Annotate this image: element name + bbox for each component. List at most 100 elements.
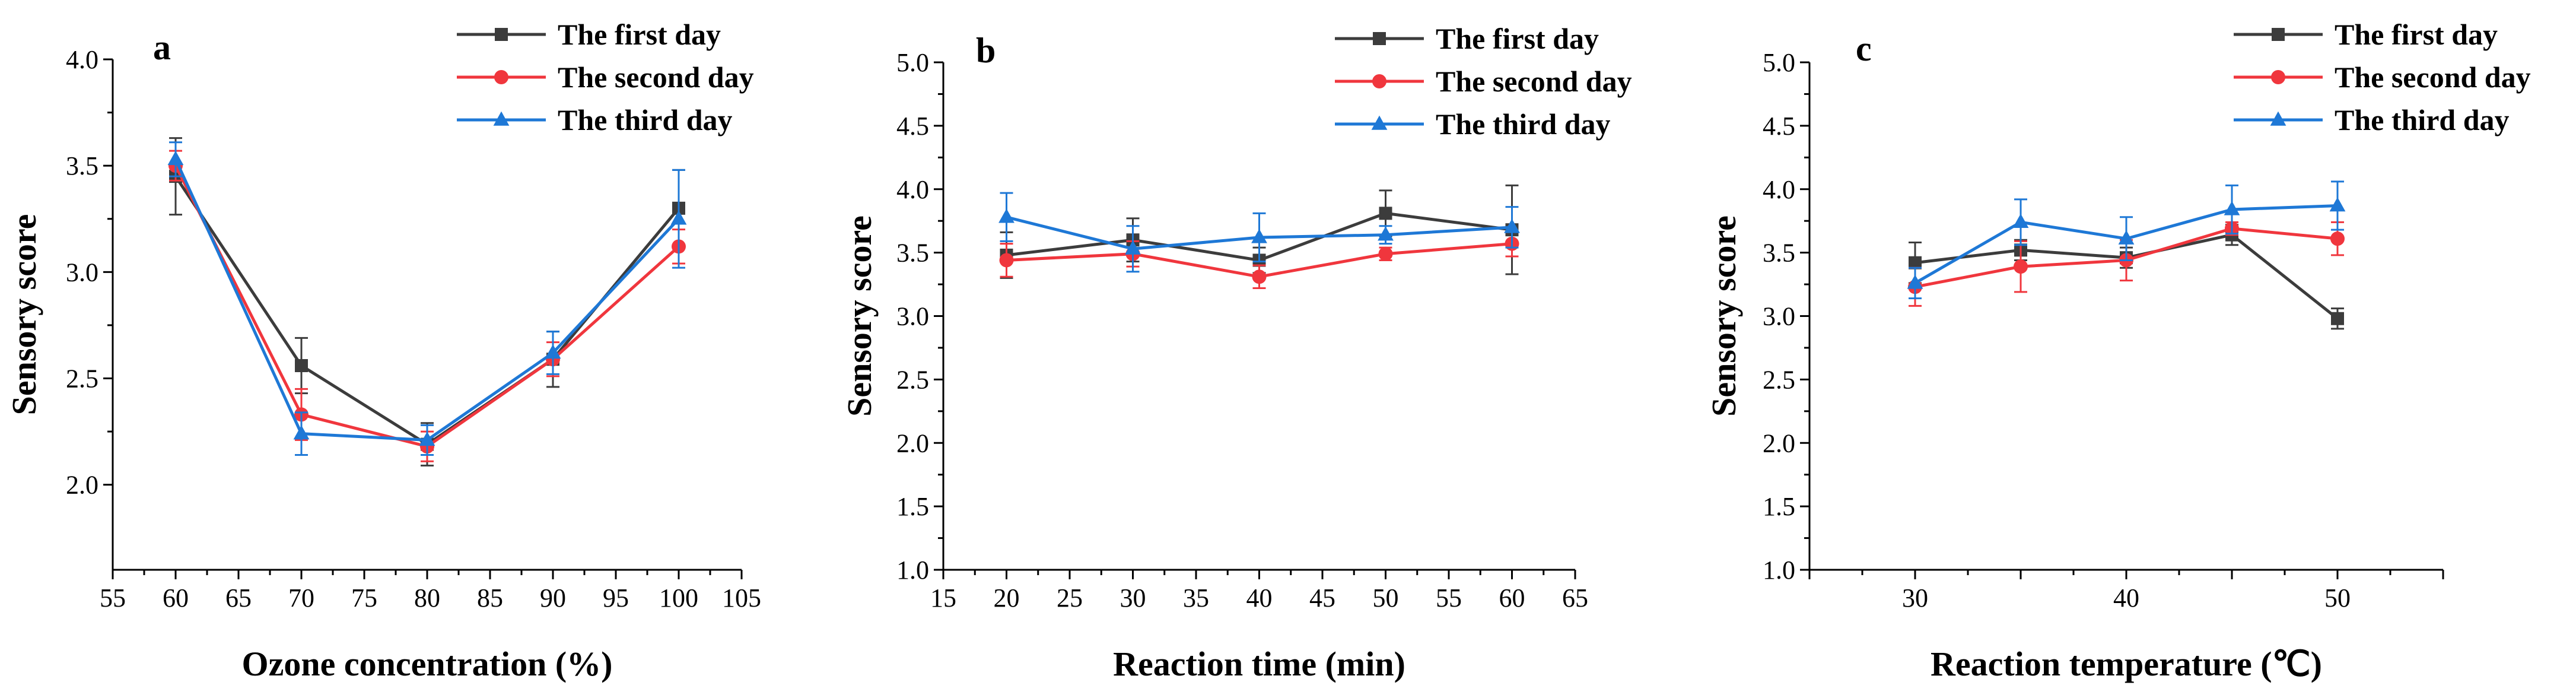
x-tick-label: 85	[477, 583, 503, 613]
y-tick-label: 3.0	[66, 258, 98, 287]
data-point	[999, 253, 1014, 268]
legend: The first day The second day The third day	[457, 18, 754, 137]
series-3	[167, 141, 687, 456]
data-point	[1125, 240, 1141, 255]
data-point	[2014, 259, 2028, 274]
legend-marker	[1371, 115, 1388, 130]
legend-label: The third day	[1436, 107, 1611, 141]
y-axis-title: Sensory score	[840, 215, 879, 417]
x-tick-label: 100	[659, 583, 698, 613]
x-tick-label: 60	[163, 583, 189, 613]
x-tick-label: 20	[994, 583, 1020, 613]
legend-marker	[1372, 74, 1386, 88]
x-tick-label: 90	[540, 583, 566, 613]
x-axis-title: Reaction time (min)	[1113, 645, 1405, 683]
series-line	[174, 165, 680, 448]
series-3	[1907, 180, 2346, 300]
x-tick-label: 15	[930, 583, 956, 613]
x-tick-label: 65	[1562, 583, 1588, 613]
legend-marker	[495, 28, 508, 41]
y-tick-label: 5.0	[1763, 48, 1795, 77]
legend-marker	[2270, 111, 2286, 126]
legend: The first day The second day The third day	[2234, 18, 2531, 137]
legend-label: The first day	[2335, 18, 2498, 51]
x-tick-label: 25	[1057, 583, 1083, 613]
y-tick-label: 3.5	[896, 239, 929, 268]
x-tick-label: 55	[1436, 583, 1462, 613]
legend-marker	[493, 111, 510, 126]
data-point	[2118, 230, 2135, 245]
y-tick-label: 3.0	[896, 302, 929, 331]
legend-label: The third day	[558, 103, 733, 137]
series-2	[168, 150, 686, 462]
x-tick-label: 80	[414, 583, 440, 613]
y-tick-label: 3.5	[66, 151, 98, 180]
data-point	[2330, 231, 2345, 246]
legend-marker	[1373, 32, 1386, 45]
series-1	[169, 137, 685, 467]
legend-marker	[2272, 28, 2285, 41]
panel-label: c	[1856, 29, 1872, 68]
data-point	[1504, 218, 1520, 233]
x-axis-title: Reaction temperature (℃)	[1931, 645, 2322, 683]
y-tick-label: 4.0	[66, 45, 98, 74]
legend-label: The third day	[2335, 103, 2510, 137]
data-point	[2331, 312, 2344, 325]
chart-panel-b: 1.0 1.5 2.0 2.5 3.0 3.5 4.0 4.5 5.0 15 20 25 30 35 40 4…	[840, 22, 1632, 683]
chart-panel-a: 2.0 2.5 3.0 3.5 4.0 55 60 65 70 75 80 85 90 95 100 105 O…	[5, 18, 761, 683]
x-tick-label: 65	[225, 583, 252, 613]
data-point	[1907, 274, 1923, 289]
y-tick-label: 4.0	[896, 175, 929, 204]
x-tick-label: 30	[1120, 583, 1146, 613]
y-tick-label: 2.5	[66, 364, 98, 394]
y-tick-label: 1.0	[1763, 556, 1795, 585]
data-point	[295, 359, 308, 372]
y-tick-label: 2.0	[1763, 429, 1795, 458]
data-point	[1378, 246, 1393, 261]
data-point	[2012, 214, 2029, 229]
x-tick-label: 50	[1373, 583, 1399, 613]
legend-label: The first day	[1436, 22, 1599, 55]
panel-label: b	[976, 31, 996, 70]
data-point	[998, 208, 1015, 223]
y-axis-title: Sensory score	[1704, 215, 1743, 417]
series-line	[174, 158, 680, 442]
x-tick-label: 30	[1902, 583, 1928, 613]
x-tick-label: 50	[2324, 583, 2351, 613]
data-point	[2329, 197, 2346, 212]
panel-label: a	[153, 28, 171, 67]
legend: The first day The second day The third day	[1335, 22, 1632, 141]
legend-label: The first day	[558, 18, 721, 51]
x-tick-label: 75	[351, 583, 377, 613]
data-point	[1379, 207, 1392, 220]
series-3	[998, 192, 1520, 273]
legend-label: The second day	[558, 61, 754, 94]
data-point	[1252, 269, 1267, 284]
x-tick-label: 35	[1183, 583, 1209, 613]
data-point	[419, 432, 435, 446]
y-tick-label: 5.0	[896, 48, 929, 77]
y-tick-label: 1.5	[896, 492, 929, 521]
y-tick-label: 4.5	[1763, 112, 1795, 141]
data-point	[1909, 256, 1922, 269]
data-point	[670, 210, 687, 225]
y-axis-title: Sensory score	[5, 214, 43, 415]
chart-panel-c: 1.0 1.5 2.0 2.5 3.0 3.5 4.0 4.5 5.0 30 40 50 Reactio…	[1704, 18, 2531, 683]
x-axis-title: Ozone concentration (%)	[242, 645, 613, 683]
data-point	[293, 425, 310, 440]
y-tick-label: 2.5	[1763, 365, 1795, 394]
legend-marker	[494, 70, 508, 84]
y-tick-label: 3.5	[1763, 239, 1795, 268]
data-point	[167, 151, 184, 166]
x-tick-label: 95	[603, 583, 629, 613]
data-point	[1378, 226, 1394, 241]
data-point	[545, 344, 561, 359]
legend-label: The second day	[2335, 61, 2531, 94]
x-tick-label: 105	[722, 583, 761, 613]
legend-label: The second day	[1436, 65, 1632, 98]
y-tick-label: 2.0	[66, 471, 98, 500]
x-tick-label: 55	[100, 583, 126, 613]
y-tick-label: 4.5	[896, 112, 929, 141]
y-tick-label: 2.0	[896, 429, 929, 458]
